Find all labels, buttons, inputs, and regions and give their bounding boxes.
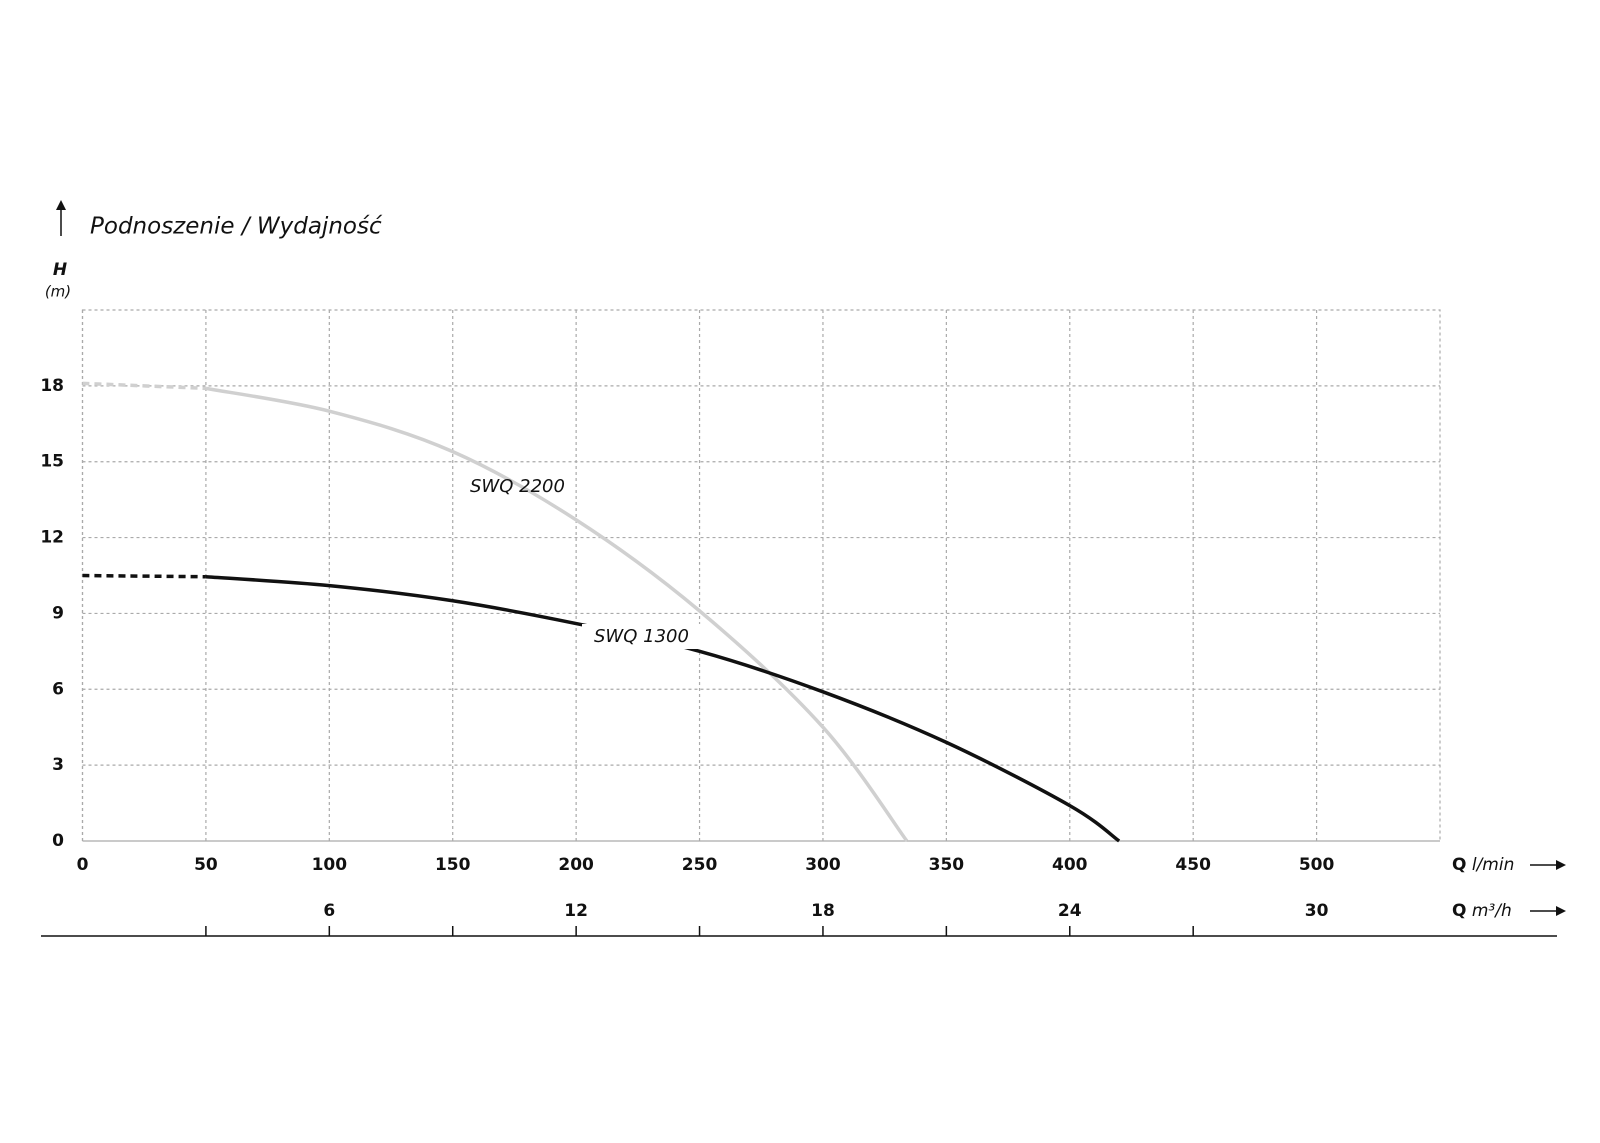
y-tick-label: 3 (52, 755, 64, 775)
plot-frame (81, 309, 1441, 842)
y-tick-label: 6 (52, 679, 64, 699)
x-tick-label: 300 (805, 855, 841, 875)
series-label: SWQ 2200 (470, 476, 565, 497)
y-label: H (53, 260, 67, 280)
x2-tick-label: 12 (564, 901, 588, 921)
x2-label-symbol: Q (1452, 901, 1466, 921)
y-tick-label: 15 (40, 452, 64, 472)
curve (205, 386, 909, 843)
x-arrow-head (1556, 860, 1566, 870)
x-tick-label: 150 (435, 855, 471, 875)
x2-arrow-head (1556, 906, 1566, 916)
x-tick-label: 50 (194, 855, 218, 875)
chart-title: Podnoszenie / Wydajność (90, 214, 383, 240)
x2-tick-label: 30 (1305, 901, 1329, 921)
curve (82, 573, 206, 579)
y-tick-label: 0 (52, 831, 64, 851)
x-tick-label: 400 (1052, 855, 1088, 875)
x-tick-label: 200 (558, 855, 594, 875)
x-tick-label: 100 (312, 855, 348, 875)
x2-tick-label: 6 (323, 901, 335, 921)
x2-label: Q m³/h (1452, 901, 1512, 921)
x-label-unit: l/min (1472, 855, 1515, 875)
y-tick-label: 18 (40, 376, 64, 396)
x-tick-label: 350 (929, 855, 965, 875)
curve (82, 381, 206, 391)
x-tick-label: 250 (682, 855, 718, 875)
x-tick-label: 450 (1175, 855, 1211, 875)
x-tick-label: 500 (1299, 855, 1335, 875)
y-unit: (m) (45, 283, 71, 301)
y-tick-label: 9 (52, 603, 64, 623)
x-tick-label: 0 (77, 855, 89, 875)
curve (205, 575, 1121, 843)
y-tick-label: 12 (40, 528, 64, 548)
series-label: SWQ 1300 (594, 626, 689, 647)
y-arrow-head (56, 200, 66, 210)
x2-tick-label: 24 (1058, 901, 1082, 921)
x-label: Q l/min (1452, 855, 1514, 875)
x-label-symbol: Q (1452, 855, 1466, 875)
x2-tick-label: 18 (811, 901, 835, 921)
label-bg (582, 624, 701, 649)
x2-label-unit: m³/h (1472, 901, 1512, 921)
